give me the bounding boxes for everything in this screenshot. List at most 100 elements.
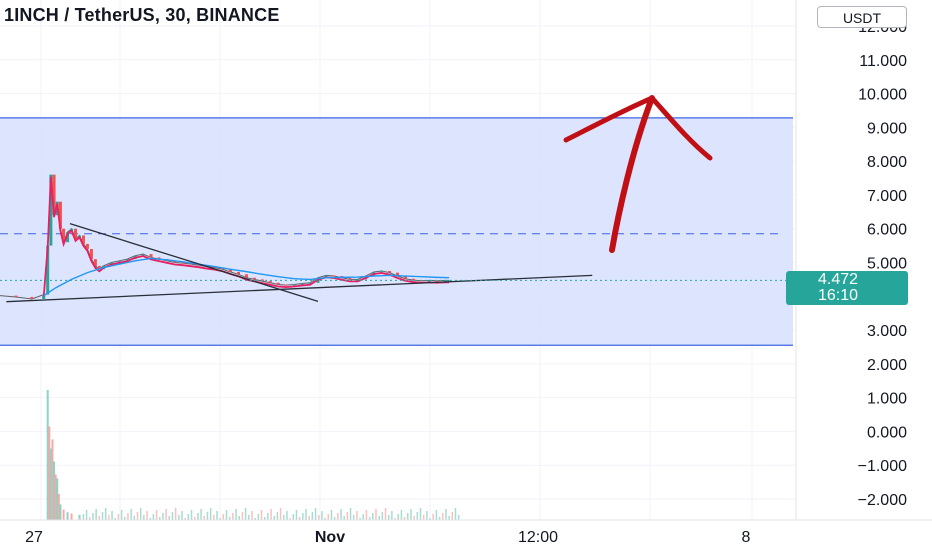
- candle: [292, 284, 296, 286]
- volume-bar: [130, 509, 132, 520]
- y-tick-label: 2.000: [867, 357, 907, 374]
- volume-bar: [251, 511, 253, 520]
- volume-bar: [203, 516, 206, 520]
- candle: [396, 272, 399, 277]
- volume-bar: [139, 508, 142, 520]
- candle: [46, 245, 50, 295]
- volume-bar: [416, 512, 419, 520]
- volume-bar: [82, 514, 85, 520]
- x-tick-label: 12:00: [518, 529, 558, 546]
- volume-bar: [387, 515, 390, 520]
- candle: [348, 277, 352, 280]
- volume-bar: [381, 512, 384, 520]
- volume-bar: [59, 504, 62, 520]
- volume-bar: [349, 508, 352, 520]
- volume-bar: [394, 518, 396, 520]
- volume-bar: [426, 511, 428, 520]
- volume-bar: [352, 515, 355, 520]
- x-tick-label: 8: [742, 529, 751, 546]
- volume-bar: [66, 512, 69, 520]
- volume-bar: [136, 512, 139, 520]
- volume-bar: [343, 516, 345, 520]
- annotation-arrow-shaft: [609, 95, 655, 253]
- volume-bar: [209, 508, 212, 520]
- volume-bar: [206, 512, 209, 520]
- last-price-value: 4.472: [818, 271, 859, 288]
- y-tick-label: 1.000: [867, 391, 907, 408]
- y-tick-label: 11.000: [859, 53, 907, 70]
- volume-bar: [413, 516, 415, 520]
- y-tick-label: −2.000: [858, 492, 907, 509]
- volume-bar: [321, 511, 323, 520]
- volume-bar: [101, 512, 104, 520]
- volume-bar: [340, 509, 342, 520]
- volume-bar: [193, 517, 196, 520]
- volume-bar: [378, 516, 380, 520]
- volume-bar: [181, 511, 183, 520]
- price-channel: [0, 117, 793, 346]
- volume-bar: [454, 508, 457, 520]
- y-tick-label: 8.000: [867, 154, 907, 171]
- volume-bar: [143, 515, 145, 520]
- volume-bar: [200, 509, 202, 520]
- volume-bar: [362, 514, 365, 520]
- volume-bar: [184, 518, 186, 520]
- candle: [447, 280, 451, 282]
- volume-bar: [168, 516, 171, 520]
- candle: [260, 279, 264, 282]
- candle: [356, 279, 360, 281]
- candle: [42, 294, 46, 299]
- volume-bar: [365, 510, 368, 520]
- x-tick-label: Nov: [315, 529, 345, 546]
- volume-bar: [104, 508, 107, 520]
- candle: [276, 282, 280, 285]
- candle: [252, 277, 256, 280]
- volume-bar: [283, 515, 285, 520]
- volume-bar: [111, 511, 113, 520]
- y-tick-label: 7.000: [867, 188, 907, 205]
- candle: [403, 276, 407, 279]
- volume-bar: [302, 513, 304, 520]
- volume-bar: [276, 512, 279, 520]
- candle: [66, 232, 70, 243]
- chart-title: 1INCH / TetherUS, 30, BINANCE: [4, 5, 280, 25]
- volume-bar: [279, 508, 282, 520]
- volume-bar: [213, 515, 215, 520]
- candle: [125, 259, 129, 261]
- volume-bar: [174, 508, 177, 520]
- volume-bar: [98, 516, 101, 520]
- volume-bar: [273, 516, 275, 520]
- volume-bar: [56, 478, 59, 520]
- volume-bar: [238, 516, 240, 520]
- volume-bar: [254, 518, 256, 520]
- candle: [117, 260, 121, 263]
- volume-bar: [422, 515, 425, 520]
- volume-bar: [298, 517, 301, 520]
- x-tick-label: 27: [25, 529, 43, 546]
- volume-bar: [216, 511, 218, 520]
- volume-bar: [51, 439, 54, 520]
- volume-bar: [400, 510, 403, 520]
- annotation-arrow-head: [563, 95, 713, 161]
- volume-bar: [146, 511, 148, 520]
- volume-bar: [289, 518, 291, 520]
- candle: [244, 274, 248, 278]
- volume-bar: [57, 494, 60, 520]
- volume-bar: [292, 514, 295, 520]
- volume-bar: [308, 516, 310, 520]
- currency-badge[interactable]: USDT: [817, 6, 907, 28]
- volume-bar: [260, 510, 263, 520]
- y-tick-label: 0.000: [867, 424, 907, 441]
- volume-bar: [228, 517, 231, 520]
- volume-bar: [225, 510, 228, 520]
- candle: [229, 269, 233, 272]
- volume-bar: [397, 514, 399, 520]
- candle: [141, 254, 145, 256]
- volume-bar: [92, 513, 94, 520]
- volume-bar: [372, 513, 374, 520]
- volume-bar: [330, 510, 333, 520]
- volume-bar: [391, 511, 393, 520]
- volume-bar: [117, 514, 120, 520]
- volume-bar: [53, 461, 56, 520]
